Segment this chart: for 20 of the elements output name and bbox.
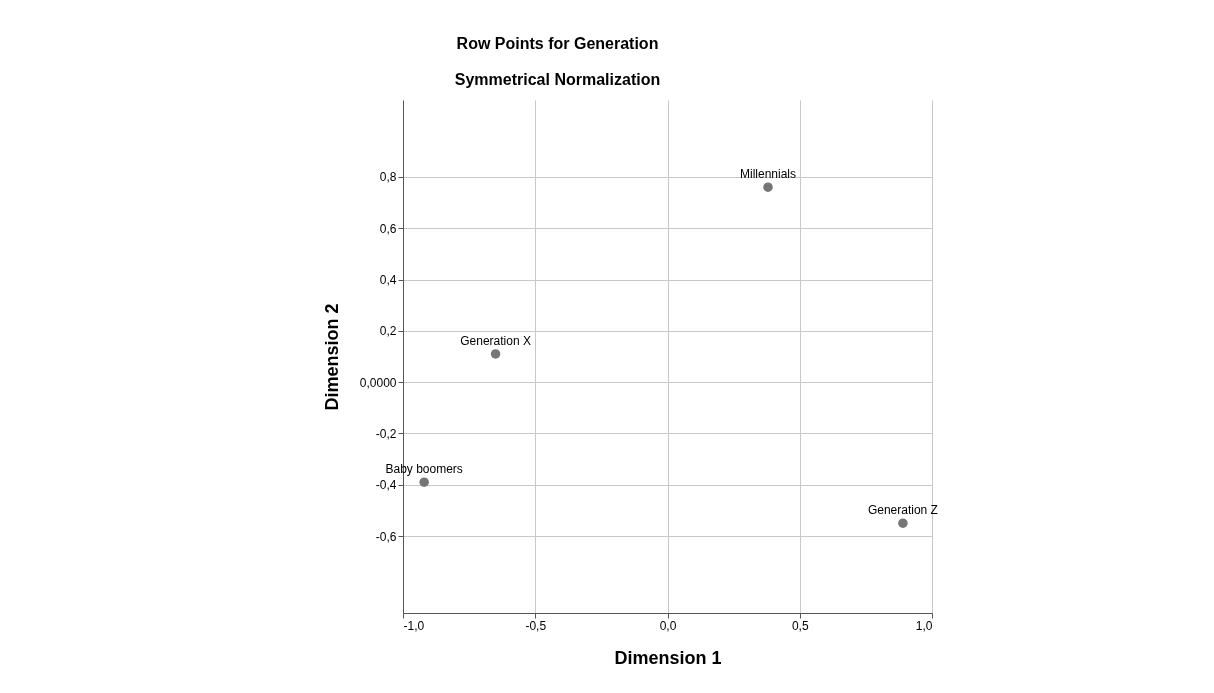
y-tick-label: -0,4: [375, 478, 397, 493]
annotation: Generation X: [460, 333, 531, 348]
x-tick-label: 1,0: [915, 618, 933, 633]
chart-subtitle: Symmetrical Normalization: [454, 71, 661, 88]
y-tick-label: -0,6: [375, 529, 397, 544]
x-tick-label: 0,5: [791, 618, 809, 633]
annotation: Millennials: [739, 167, 797, 182]
y-tick-label: 0,2: [379, 324, 397, 339]
annotation: Generation Z: [867, 503, 938, 518]
y-tick-label: 0,0000: [359, 375, 397, 390]
y-tick-label: 0,6: [379, 221, 397, 236]
y-tick-label: 0,4: [379, 273, 397, 288]
y-tick-label: 0,8: [379, 170, 397, 185]
x-tick-label: 0,0: [659, 618, 677, 633]
x-axis-title: Dimension 1: [614, 647, 722, 668]
y-axis-title: Dimension 2: [321, 303, 342, 411]
chart-title: Row Points for Generation: [456, 35, 659, 52]
y-tick-label: -0,2: [375, 426, 397, 441]
x-tick-label: -1,0: [403, 618, 425, 633]
x-tick-label: -0,5: [525, 618, 547, 633]
